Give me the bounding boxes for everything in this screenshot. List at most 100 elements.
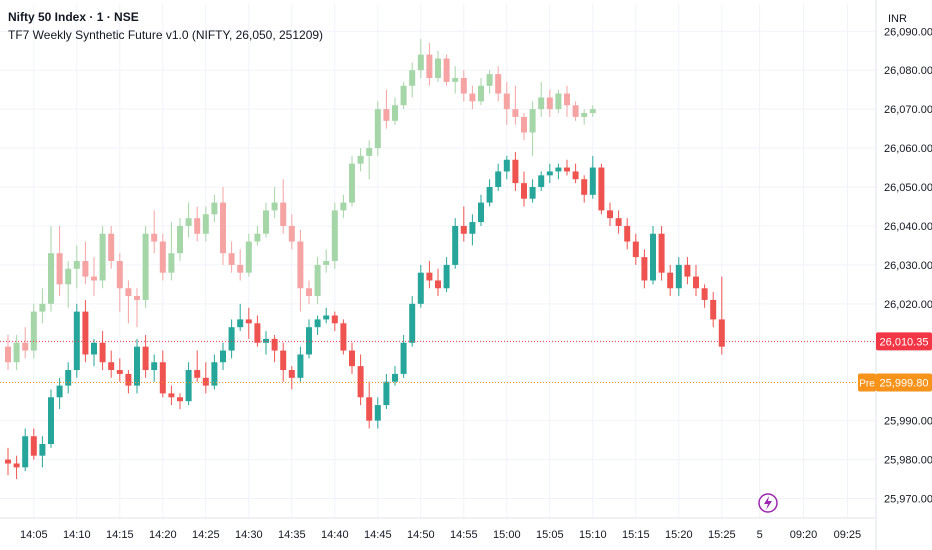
synthetic-candle	[202, 214, 209, 234]
nifty-candle	[486, 187, 493, 203]
synthetic-candle	[22, 342, 29, 351]
synthetic-candle	[56, 253, 63, 285]
nifty-candle	[237, 319, 244, 328]
nifty-candle	[615, 218, 622, 226]
synthetic-candle	[460, 77, 467, 94]
nifty-candle	[82, 311, 89, 355]
x-tick-label: 14:40	[321, 529, 349, 541]
nifty-candle	[710, 299, 717, 320]
nifty-candle	[39, 444, 46, 456]
synthetic-candle	[306, 288, 312, 297]
synthetic-candle	[134, 296, 140, 300]
synthetic-candle	[73, 261, 80, 269]
synthetic-candle	[443, 58, 450, 82]
price-lines	[0, 340, 876, 383]
nifty-candle	[108, 362, 115, 371]
x-tick-label: 5	[757, 529, 763, 541]
nifty-candle	[73, 311, 80, 371]
nifty-candle	[607, 210, 613, 219]
nifty-candle	[91, 342, 97, 355]
x-tick-label: 15:10	[579, 529, 607, 541]
synthetic-candle	[495, 74, 502, 94]
synthetic-candle	[357, 155, 364, 164]
nifty-candle	[555, 167, 562, 172]
synthetic-candle	[159, 241, 166, 273]
x-tick-label: 14:30	[235, 529, 263, 541]
synthetic-candle	[245, 241, 252, 273]
nifty-candle	[650, 233, 656, 281]
nifty-candle	[254, 323, 261, 343]
x-tick-label: 15:00	[493, 529, 521, 541]
synthetic-candle	[400, 85, 407, 106]
synthetic-candle	[142, 233, 149, 300]
synthetic-candle	[452, 77, 459, 82]
nifty-candle	[624, 225, 631, 242]
y-tick-label: 25,980.00	[884, 455, 932, 467]
synthetic-candle	[151, 233, 158, 242]
synthetic-candle	[564, 93, 570, 106]
y-tick-label: 26,030.00	[884, 260, 932, 272]
synthetic-candle	[417, 54, 424, 71]
nifty-candle	[701, 288, 708, 300]
nifty-candle	[349, 350, 355, 367]
nifty-candle	[245, 319, 252, 324]
nifty-candle	[460, 225, 467, 234]
nifty-candle	[632, 241, 639, 258]
synthetic-candle	[469, 93, 476, 102]
nifty-candle	[383, 381, 390, 406]
nifty-candle	[125, 373, 132, 386]
nifty-candle	[435, 280, 441, 289]
currency-label: INR	[888, 13, 907, 25]
nifty-candle	[718, 319, 725, 347]
nifty-candle	[116, 370, 123, 374]
nifty-candle	[30, 436, 37, 456]
lightning-bolt-icon[interactable]	[758, 493, 778, 513]
nifty-candle	[452, 225, 459, 265]
y-tick-label: 25,990.00	[884, 416, 932, 428]
nifty-candle	[598, 167, 605, 211]
nifty-candle	[469, 222, 476, 234]
synthetic-candle	[529, 109, 536, 133]
x-tick-label: 09:20	[790, 529, 818, 541]
synthetic-candle	[177, 225, 183, 254]
nifty-candle	[134, 346, 140, 386]
nifty-candle	[280, 350, 287, 371]
synthetic-candle	[392, 105, 398, 121]
synthetic-candle	[572, 105, 579, 117]
nifty-candle	[263, 338, 269, 343]
nifty-candle	[194, 370, 201, 378]
x-tick-label: 14:35	[278, 529, 306, 541]
nifty-candle	[271, 338, 278, 351]
synthetic-candle	[589, 109, 596, 114]
synthetic-candle	[48, 253, 54, 304]
price-labels: 26,010.35 Pre 25,999.80	[758, 332, 932, 513]
synthetic-candle	[99, 233, 106, 281]
synthetic-candle	[168, 253, 175, 273]
synthetic-candle	[426, 54, 433, 78]
nifty-candle	[314, 319, 321, 328]
nifty-candle	[512, 159, 519, 184]
synthetic-candle	[108, 233, 115, 261]
synthetic-candle	[409, 70, 416, 86]
synthetic-candle	[194, 218, 201, 234]
nifty-candle	[693, 276, 699, 289]
nifty-candle	[297, 354, 304, 378]
nifty-candle	[589, 167, 596, 195]
x-tick-label: 14:50	[407, 529, 435, 541]
nifty-candle	[65, 370, 72, 386]
synthetic-candle	[65, 268, 72, 285]
nifty-candle	[581, 179, 588, 195]
y-tick-label: 26,020.00	[884, 299, 932, 311]
synthetic-candle	[538, 97, 545, 110]
synthetic-candle	[349, 163, 355, 203]
synthetic-candle	[323, 261, 330, 265]
x-tick-label: 09:25	[834, 529, 862, 541]
synthetic-candle	[383, 109, 390, 121]
x-tick-label: 14:55	[450, 529, 478, 541]
synthetic-candle	[314, 264, 321, 297]
x-tick-label: 15:20	[665, 529, 693, 541]
nifty-candle	[684, 264, 691, 277]
synthetic-candle	[546, 97, 553, 110]
